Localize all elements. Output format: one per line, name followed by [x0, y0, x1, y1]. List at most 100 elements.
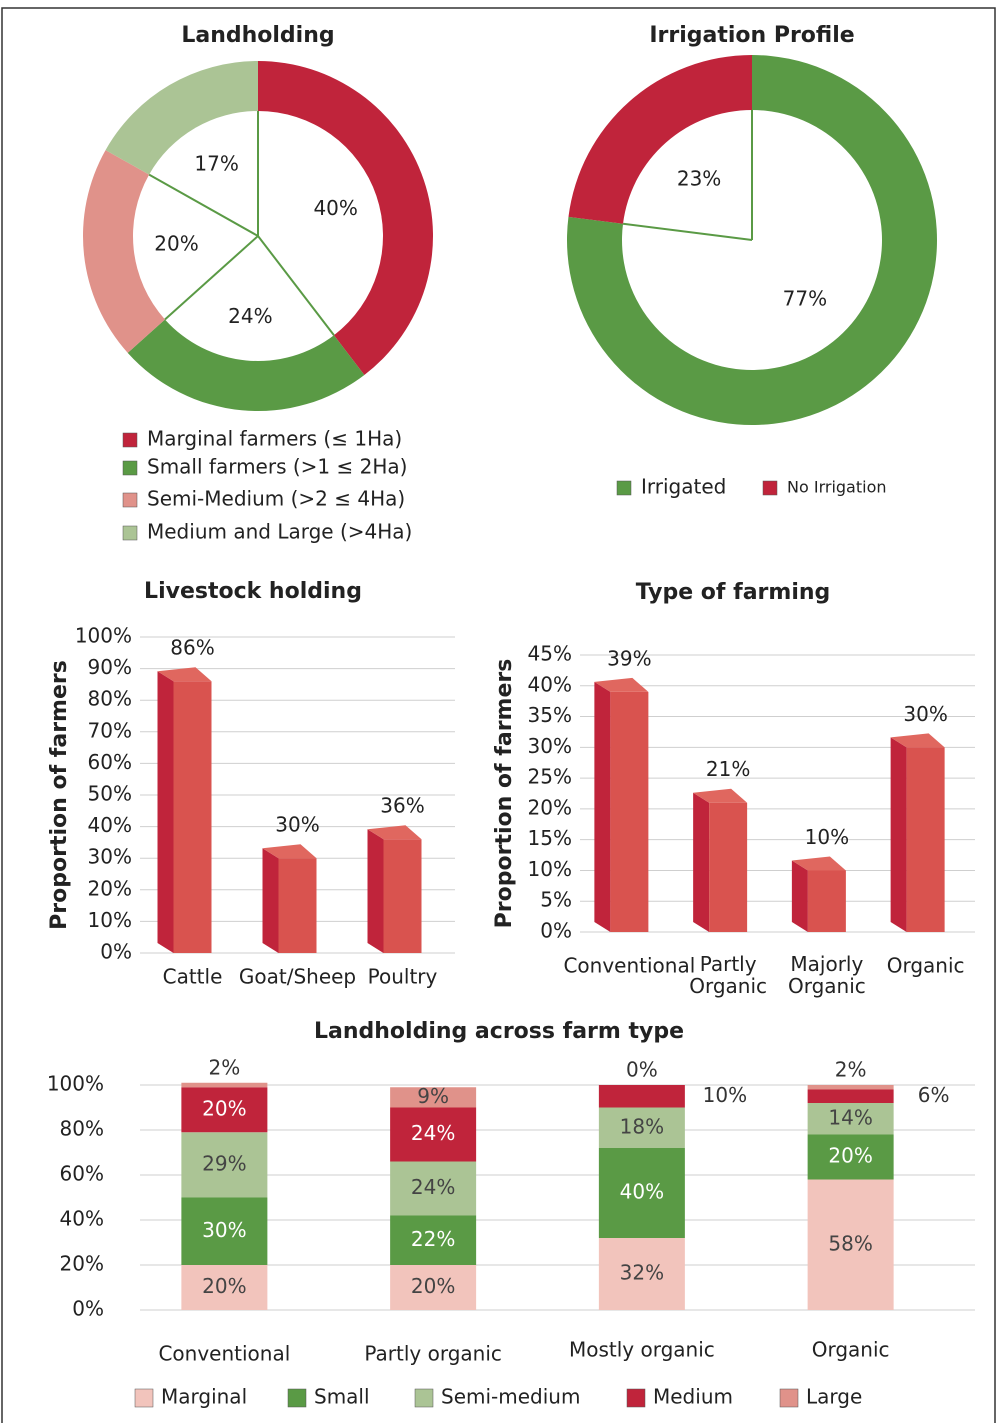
- divider: [164, 235, 259, 321]
- legend-label: Semi-medium: [441, 1385, 580, 1409]
- y-tick-label: 80%: [60, 1117, 104, 1141]
- data-label: 29%: [202, 1151, 246, 1175]
- donut-segment: [566, 55, 938, 426]
- data-label: 20%: [411, 1274, 455, 1298]
- bar-side: [157, 671, 174, 953]
- legend-label: Marginal farmers (≤ 1Ha): [147, 427, 402, 451]
- x-tick-label: Organic: [812, 1338, 890, 1362]
- data-label: 58%: [828, 1231, 872, 1255]
- data-label: 10%: [805, 825, 849, 849]
- data-label: 21%: [706, 757, 750, 781]
- x-tick-label: Partly organic: [364, 1342, 502, 1366]
- y-tick-label: 35%: [528, 703, 572, 727]
- y-tick-label: 10%: [528, 857, 572, 881]
- y-tick-label: 60%: [88, 750, 132, 774]
- data-label: 30%: [903, 702, 947, 726]
- y-axis-label: Proportion of farmers: [492, 659, 517, 929]
- bar-segment: [807, 1089, 894, 1103]
- x-tick-label: Conventional: [563, 954, 695, 978]
- y-tick-label: 45%: [528, 642, 572, 666]
- data-label: 40%: [313, 196, 357, 220]
- divider: [257, 235, 335, 336]
- y-tick-label: 40%: [88, 813, 132, 837]
- bar-segment: [598, 1107, 685, 1148]
- x-tick-label: Poultry: [368, 965, 438, 989]
- bar-side: [262, 848, 279, 953]
- data-label: 36%: [380, 794, 424, 818]
- data-label: 24%: [411, 1121, 455, 1145]
- donut-segment: [258, 61, 433, 375]
- bar-segment: [390, 1265, 477, 1310]
- bar-segment: [390, 1161, 477, 1216]
- y-tick-label: 5%: [540, 888, 572, 912]
- bar-segment: [807, 1179, 894, 1310]
- chart-title: Livestock holding: [144, 579, 362, 604]
- x-tick-label: Conventional: [158, 1342, 290, 1366]
- y-axis-label: Proportion of farmers: [47, 660, 72, 930]
- legend-label: Irrigated: [641, 475, 726, 499]
- x-tick-label: Partly Organic: [689, 952, 767, 998]
- legend-label: Medium: [653, 1385, 733, 1409]
- y-tick-label: 20%: [88, 876, 132, 900]
- y-tick-label: 20%: [60, 1252, 104, 1276]
- y-tick-label: 90%: [88, 655, 132, 679]
- bar-segment: [181, 1197, 268, 1265]
- chart-title: Irrigation Profile: [649, 23, 854, 48]
- data-label: 6%: [918, 1083, 950, 1107]
- donut-segment: [82, 150, 165, 353]
- x-tick-label: Goat/Sheep: [239, 965, 356, 989]
- bar: [709, 802, 748, 932]
- bar-segment: [390, 1107, 477, 1162]
- bar-segment: [390, 1215, 477, 1265]
- bar-segment: [181, 1132, 268, 1198]
- bar-segment: [598, 1238, 685, 1310]
- chart-title: Landholding across farm type: [314, 1019, 684, 1044]
- legend-label: Small: [314, 1385, 370, 1409]
- data-label: 20%: [202, 1274, 246, 1298]
- data-label: 10%: [703, 1083, 747, 1107]
- legend-label: Small farmers (>1 ≤ 2Ha): [147, 455, 407, 479]
- y-tick-label: 0%: [540, 919, 572, 943]
- legend-swatch: [122, 432, 138, 448]
- bar: [173, 681, 212, 953]
- bar-side: [367, 829, 384, 953]
- y-tick-label: 30%: [528, 734, 572, 758]
- bar-segment: [807, 1085, 894, 1090]
- legend-label: No Irrigation: [787, 478, 887, 497]
- y-tick-label: 70%: [88, 718, 132, 742]
- bar-cap: [157, 667, 212, 682]
- chart-title: Type of farming: [636, 580, 831, 605]
- donut-segment: [105, 61, 258, 175]
- legend-swatch: [134, 1388, 154, 1408]
- bar-segment: [807, 1134, 894, 1180]
- divider: [622, 222, 753, 241]
- bar-cap: [367, 825, 422, 840]
- donut-segment: [127, 319, 365, 411]
- legend-swatch: [122, 525, 138, 541]
- legend-swatch: [414, 1388, 434, 1408]
- bar-cap: [594, 677, 649, 692]
- data-label: 9%: [417, 1084, 449, 1108]
- data-label: 17%: [194, 152, 238, 176]
- bar-segment: [181, 1087, 268, 1133]
- bar-cap: [890, 733, 945, 748]
- y-tick-label: 50%: [88, 782, 132, 806]
- data-label: 40%: [620, 1180, 664, 1204]
- bar-segment: [390, 1087, 477, 1108]
- bar-cap: [791, 856, 846, 871]
- bar-side: [791, 860, 808, 932]
- data-label: 20%: [154, 231, 198, 255]
- bar: [807, 870, 846, 932]
- data-label: 30%: [275, 813, 319, 837]
- legend-swatch: [779, 1388, 799, 1408]
- x-tick-label: Majorly Organic: [788, 952, 866, 998]
- data-label: 14%: [828, 1105, 872, 1129]
- bar: [610, 691, 649, 932]
- y-tick-label: 20%: [528, 795, 572, 819]
- bar-segment: [181, 1265, 268, 1310]
- donut-segment: [568, 55, 752, 224]
- y-tick-label: 100%: [75, 624, 132, 648]
- bar: [383, 839, 422, 953]
- bar-segment: [807, 1103, 894, 1135]
